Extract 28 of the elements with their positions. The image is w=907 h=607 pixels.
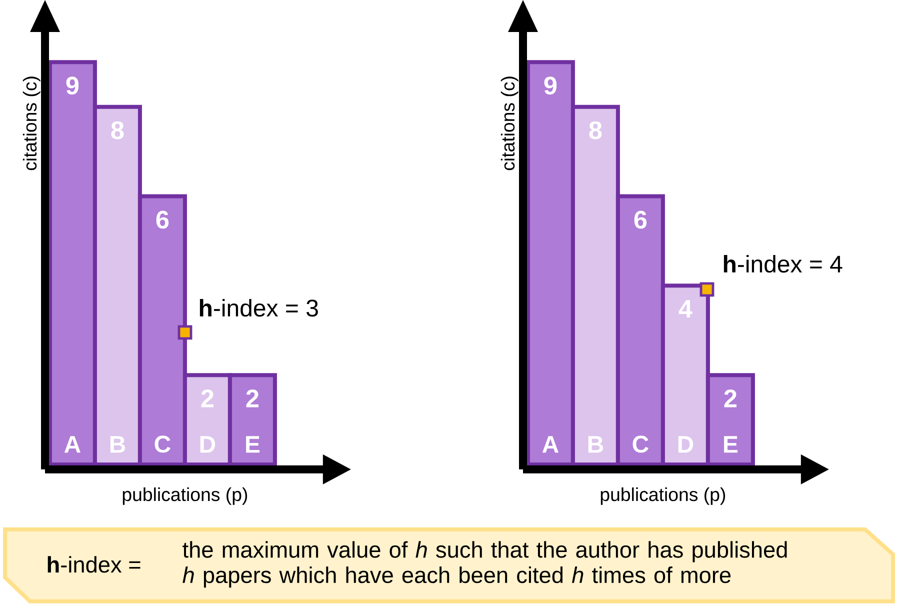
x-tick-label: A <box>542 436 558 452</box>
data-label: 2 <box>201 389 214 408</box>
x-tick-label: B <box>588 436 604 452</box>
data-label: 2 <box>246 389 258 408</box>
text: h-index = <box>48 556 140 573</box>
text: the maximum value of h such that the author has published h papers which have each been cited h times of more <box>182 540 787 588</box>
annotation: h-index = 4 <box>724 254 842 272</box>
x-tick-label: E <box>246 436 260 452</box>
x-tick-label: C <box>154 435 170 452</box>
x-tick-label: C <box>632 435 648 452</box>
data-label: 2 <box>724 389 736 408</box>
data-label: 8 <box>589 121 602 140</box>
x-axis-title: publications (p) <box>600 487 726 505</box>
x-axis-title: publications (p) <box>122 487 248 505</box>
data-label: 9 <box>544 76 557 94</box>
annotation: h-index = 3 <box>200 298 318 316</box>
x-tick-label: E <box>724 436 738 452</box>
x-tick-label: D <box>678 436 694 452</box>
data-label: 8 <box>111 121 124 140</box>
x-tick-label: A <box>64 436 80 452</box>
data-label: 6 <box>634 210 647 228</box>
x-tick-label: D <box>200 436 216 452</box>
y-axis-title: citations (c) <box>500 76 518 170</box>
data-label: 9 <box>66 76 79 94</box>
y-axis-title: citations (c) <box>22 76 40 170</box>
data-label: 4 <box>678 300 692 318</box>
data-label: 6 <box>156 210 169 228</box>
x-tick-label: B <box>110 436 126 452</box>
